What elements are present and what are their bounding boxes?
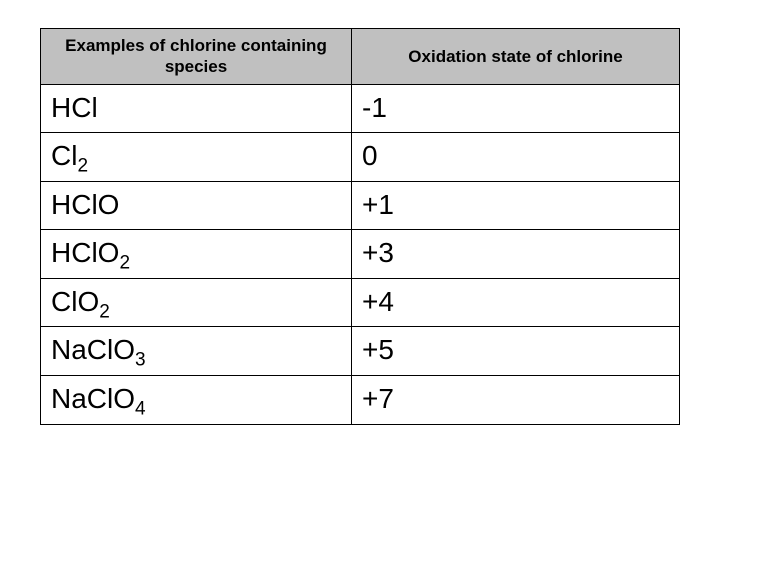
cell-oxidation: +5 <box>352 327 680 376</box>
cell-oxidation: +3 <box>352 230 680 279</box>
table-row: HCl-1 <box>41 84 680 133</box>
cell-oxidation: -1 <box>352 84 680 133</box>
table-row: HClO2+3 <box>41 230 680 279</box>
cell-species: NaClO4 <box>41 376 352 425</box>
cell-species: Cl2 <box>41 133 352 182</box>
table-row: Cl20 <box>41 133 680 182</box>
table-body: HCl-1Cl20HClO+1HClO2+3ClO2+4NaClO3+5NaCl… <box>41 84 680 424</box>
table-row: NaClO3+5 <box>41 327 680 376</box>
table-row: ClO2+4 <box>41 278 680 327</box>
cell-species: HClO2 <box>41 230 352 279</box>
table-row: HClO+1 <box>41 181 680 230</box>
cell-oxidation: +1 <box>352 181 680 230</box>
table-row: NaClO4+7 <box>41 376 680 425</box>
table-header-row: Examples of chlorine containing species … <box>41 29 680 85</box>
col-header-species: Examples of chlorine containing species <box>41 29 352 85</box>
cell-oxidation: 0 <box>352 133 680 182</box>
cell-species: NaClO3 <box>41 327 352 376</box>
oxidation-state-table: Examples of chlorine containing species … <box>40 28 680 425</box>
cell-species: HClO <box>41 181 352 230</box>
cell-oxidation: +4 <box>352 278 680 327</box>
col-header-oxidation: Oxidation state of chlorine <box>352 29 680 85</box>
cell-oxidation: +7 <box>352 376 680 425</box>
cell-species: ClO2 <box>41 278 352 327</box>
cell-species: HCl <box>41 84 352 133</box>
